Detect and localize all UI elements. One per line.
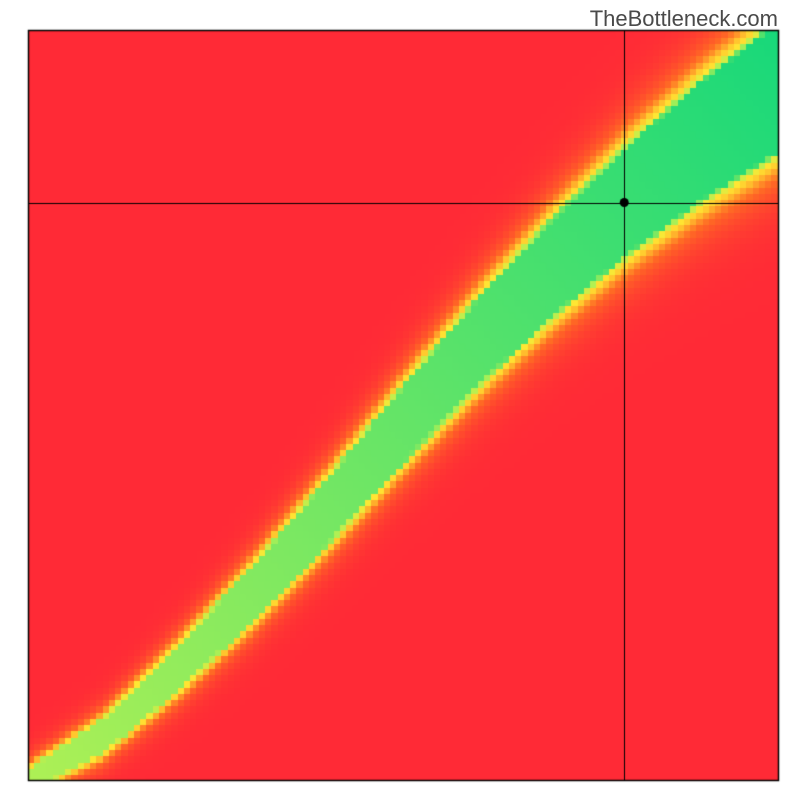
watermark-text: TheBottleneck.com — [590, 6, 778, 32]
bottleneck-heatmap — [0, 0, 800, 800]
